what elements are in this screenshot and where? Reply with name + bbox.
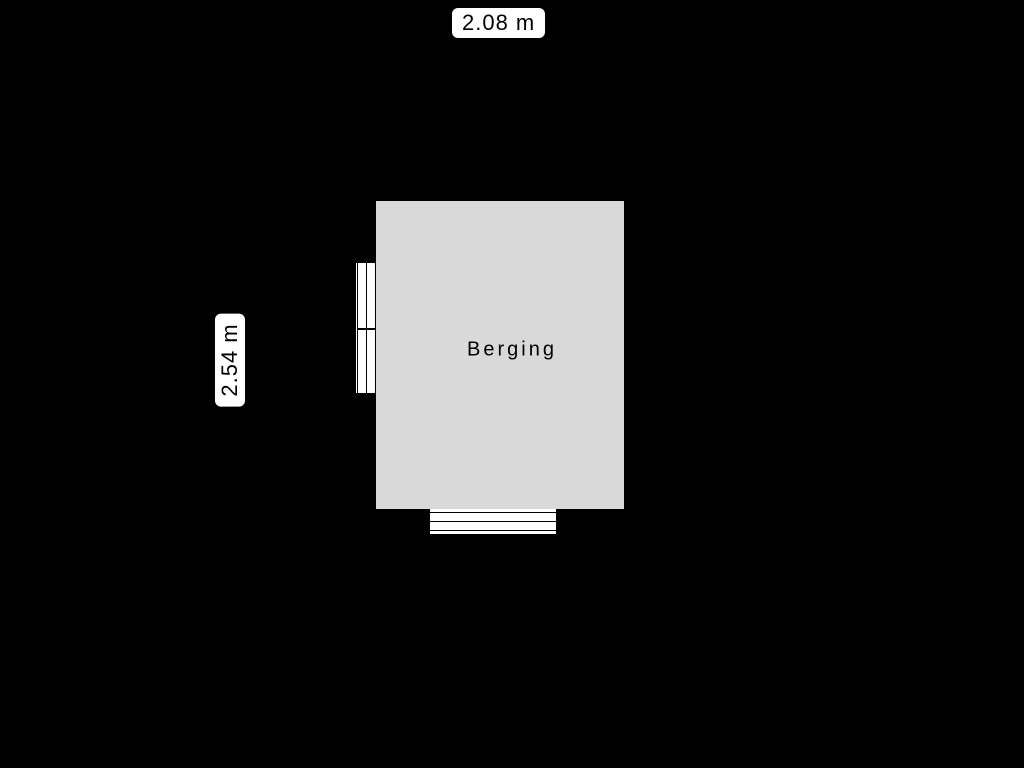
bottom-door-line-1 (430, 512, 556, 513)
left-window-frame-inner (375, 263, 376, 393)
bottom-door-jamb-right (556, 509, 562, 535)
dimension-height-label: 2.54 m (215, 313, 245, 406)
left-window-mullion (357, 328, 375, 330)
floorplan-canvas: 2.08 m 2.54 m Berging (0, 0, 1024, 768)
bottom-door-line-4 (424, 534, 562, 535)
dimension-width-label: 2.08 m (452, 8, 545, 38)
bottom-door-line-2 (430, 521, 556, 522)
bottom-door-line-3 (430, 530, 556, 531)
room-label: Berging (467, 339, 557, 362)
left-window-jamb-bottom (356, 393, 376, 399)
